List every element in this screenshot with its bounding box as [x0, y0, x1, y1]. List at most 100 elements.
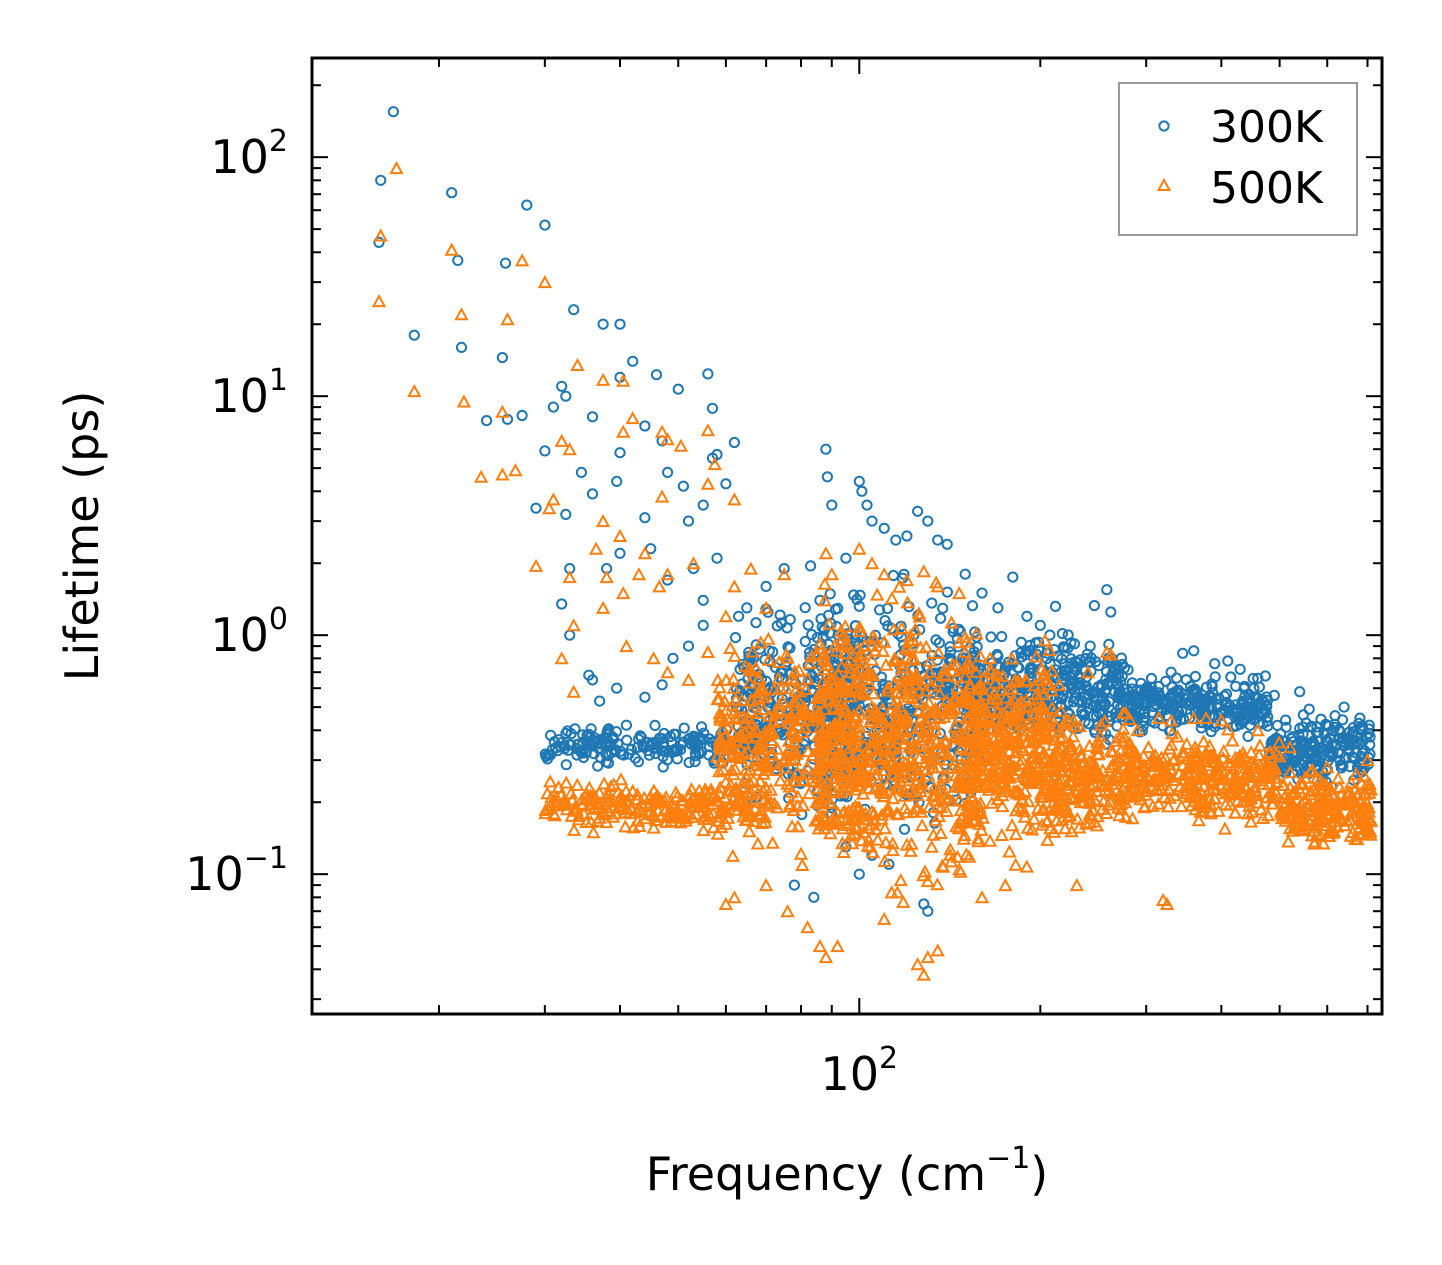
- point-300k: [642, 745, 654, 757]
- point-500k: [543, 774, 558, 788]
- point-500k: [748, 660, 764, 674]
- point-500k: [884, 591, 900, 605]
- point-500k: [973, 803, 988, 817]
- point-300k: [1094, 700, 1107, 712]
- point-500k: [871, 742, 886, 756]
- point-500k: [778, 751, 793, 765]
- y-tick-label: 101: [210, 363, 288, 423]
- point-500k: [866, 807, 881, 821]
- point-500k: [1151, 755, 1166, 769]
- point-500k: [816, 662, 832, 676]
- point-300k: [898, 823, 911, 835]
- point-300k: [614, 547, 626, 559]
- point-300k: [966, 600, 979, 612]
- point-300k: [658, 727, 670, 740]
- point-500k: [373, 228, 388, 242]
- point-300k: [853, 600, 865, 612]
- point-500k: [994, 827, 1009, 841]
- point-500k: [1208, 782, 1224, 796]
- point-500k: [1253, 802, 1269, 816]
- point-500k: [1174, 799, 1189, 813]
- point-500k: [1260, 808, 1276, 822]
- point-500k: [928, 722, 943, 736]
- point-500k: [880, 680, 896, 694]
- point-500k: [1314, 802, 1329, 816]
- point-300k: [667, 652, 679, 664]
- point-500k: [947, 779, 963, 793]
- point-300k: [1073, 683, 1086, 695]
- point-500k: [1008, 827, 1024, 841]
- point-300k: [452, 254, 464, 266]
- point-500k: [714, 819, 729, 833]
- point-500k: [595, 514, 611, 528]
- point-300k: [805, 560, 817, 572]
- point-500k: [765, 835, 780, 849]
- point-500k: [500, 312, 515, 326]
- point-500k: [1255, 810, 1271, 824]
- point-500k: [1048, 800, 1063, 814]
- point-500k: [810, 761, 825, 775]
- point-300k: [912, 505, 924, 517]
- point-500k: [849, 709, 864, 723]
- point-300k: [375, 174, 387, 186]
- point-500k: [1058, 715, 1073, 729]
- point-500k: [1032, 681, 1048, 695]
- point-500k: [891, 746, 906, 760]
- point-500k: [922, 724, 937, 738]
- point-500k: [1005, 681, 1020, 695]
- point-500k: [829, 813, 845, 827]
- point-300k: [539, 219, 551, 231]
- point-500k: [969, 626, 984, 640]
- point-500k: [1235, 794, 1250, 808]
- point-300k: [582, 736, 594, 748]
- point-300k: [664, 730, 677, 743]
- point-500k: [981, 782, 996, 796]
- point-500k: [736, 779, 752, 793]
- point-500k: [1063, 741, 1079, 755]
- point-500k: [717, 694, 732, 708]
- point-500k: [764, 732, 779, 746]
- point-500k: [926, 704, 942, 718]
- point-500k: [715, 803, 730, 817]
- point-500k: [1155, 777, 1170, 791]
- point-500k: [949, 819, 964, 833]
- point-500k: [619, 794, 634, 808]
- point-300k: [1311, 721, 1323, 733]
- point-500k: [1151, 710, 1166, 724]
- point-500k: [1069, 878, 1084, 892]
- point-500k: [877, 821, 893, 835]
- point-500k: [1190, 746, 1206, 760]
- point-300k: [778, 563, 790, 575]
- point-500k: [753, 808, 768, 822]
- point-500k: [988, 712, 1003, 726]
- point-300k: [530, 502, 542, 514]
- point-500k: [922, 664, 937, 678]
- point-500k: [790, 789, 805, 803]
- point-500k: [673, 438, 689, 452]
- point-300k: [662, 466, 674, 478]
- point-500k: [922, 653, 938, 667]
- point-500k: [542, 501, 557, 515]
- point-500k: [956, 831, 971, 845]
- point-300k: [1201, 707, 1213, 720]
- point-500k: [1312, 790, 1327, 804]
- point-500k: [1026, 811, 1042, 825]
- point-300k: [639, 420, 651, 432]
- point-500k: [756, 690, 771, 704]
- point-300k: [866, 515, 878, 527]
- point-500k: [852, 541, 867, 555]
- point-300k: [1303, 703, 1315, 715]
- point-500k: [854, 770, 869, 784]
- point-500k: [1239, 780, 1254, 794]
- point-300k: [821, 471, 834, 483]
- point-500k: [723, 640, 738, 654]
- point-300k: [552, 745, 564, 757]
- point-500k: [990, 703, 1006, 717]
- point-500k: [979, 704, 994, 718]
- point-500k: [851, 648, 867, 662]
- point-300k: [1338, 701, 1350, 713]
- point-500k: [844, 774, 860, 788]
- point-500k: [982, 833, 998, 847]
- point-300k: [1329, 710, 1341, 722]
